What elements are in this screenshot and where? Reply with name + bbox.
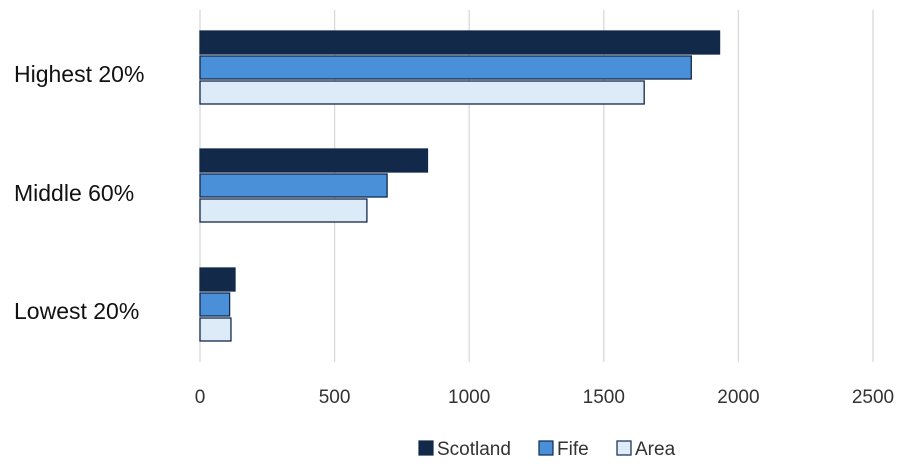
x-tick-label: 0 <box>195 387 206 408</box>
legend-label: Scotland <box>437 439 511 460</box>
x-tick-label: 1500 <box>583 387 625 408</box>
category-label: Highest 20% <box>14 61 144 87</box>
bar-area-2 <box>199 317 232 342</box>
bar-scotland-0 <box>199 30 721 55</box>
category-labels: Highest 20% Middle 60% Lowest 20% <box>14 61 144 324</box>
legend-item-scotland: Scotland <box>418 439 511 460</box>
bar-fife-0 <box>199 55 692 80</box>
x-tick-label: 500 <box>319 387 351 408</box>
bar-area-0 <box>199 80 645 105</box>
x-tick-label: 2500 <box>852 387 894 408</box>
x-tick-labels: 0 500 1000 1500 2000 2500 <box>195 387 894 408</box>
bar-fife-1 <box>199 173 388 198</box>
legend-label: Area <box>635 439 676 460</box>
legend: Scotland Fife Area <box>418 439 676 460</box>
bar-scotland-1 <box>199 148 429 173</box>
legend-item-fife: Fife <box>538 439 589 460</box>
legend-label: Fife <box>557 439 589 460</box>
category-label: Lowest 20% <box>14 298 139 324</box>
legend-swatch <box>616 440 632 456</box>
bar-fife-2 <box>199 292 231 317</box>
bars <box>199 30 721 342</box>
x-tick-label: 2000 <box>717 387 759 408</box>
x-tick-label: 1000 <box>448 387 490 408</box>
legend-swatch <box>418 440 434 456</box>
bar-scotland-2 <box>199 267 236 292</box>
category-label: Middle 60% <box>14 180 134 206</box>
bar-area-1 <box>199 198 368 223</box>
legend-swatch <box>538 440 554 456</box>
legend-item-area: Area <box>616 439 676 460</box>
